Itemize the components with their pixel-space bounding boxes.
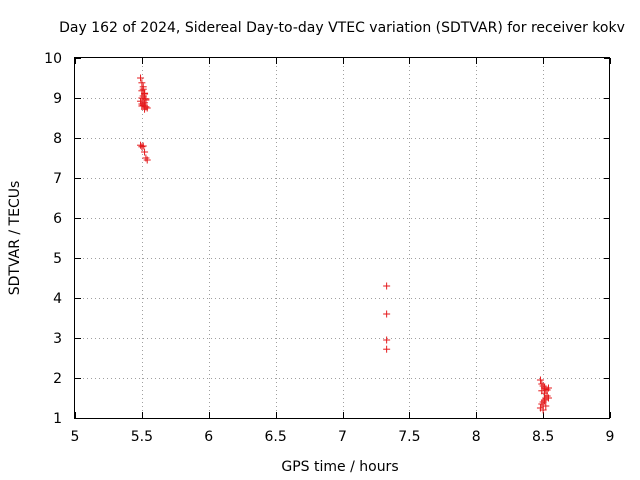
y-tick-label: 3 — [53, 331, 62, 347]
data-point-marker — [539, 406, 547, 414]
y-tick-label: 10 — [44, 51, 62, 67]
x-tick-label: 6 — [204, 429, 213, 445]
plot-area-frame — [74, 57, 610, 419]
data-point-marker — [137, 74, 145, 82]
data-point-marker — [138, 102, 146, 110]
data-point-marker — [538, 387, 546, 395]
data-point-marker — [141, 90, 149, 98]
data-point-marker — [142, 96, 150, 104]
data-point-marker — [138, 79, 146, 87]
y-tick-label: 9 — [53, 91, 62, 107]
x-axis-label: GPS time / hours — [281, 459, 398, 475]
data-point-marker — [141, 148, 149, 156]
y-tick-label: 8 — [53, 131, 62, 147]
data-point-marker — [544, 394, 552, 402]
data-point-marker — [138, 143, 146, 151]
data-point-marker — [139, 142, 147, 150]
x-tick-label: 5 — [71, 429, 80, 445]
y-tick-label: 2 — [53, 371, 62, 387]
y-tick-label: 5 — [53, 251, 62, 267]
y-tick-label: 7 — [53, 171, 62, 187]
data-points — [137, 74, 552, 414]
data-point-marker — [544, 384, 552, 392]
y-tick-label: 4 — [53, 291, 62, 307]
data-point-marker — [383, 336, 391, 344]
data-point-marker — [536, 376, 544, 384]
chart-title: Day 162 of 2024, Sidereal Day-to-day VTE… — [59, 20, 625, 36]
y-tick-label: 1 — [53, 411, 62, 427]
y-axis-label: SDTVAR / TECUs — [7, 181, 23, 296]
x-tick-label: 8 — [472, 429, 481, 445]
data-point-marker — [383, 345, 391, 353]
axis-ticks: 5 5.5 6 6.5 7 7.5 8 8.5 9 1 2 3 4 5 6 7 8 9 10 — [44, 51, 614, 445]
x-tick-label: 9 — [606, 429, 615, 445]
x-tick-label: 6.5 — [264, 429, 286, 445]
data-point-marker — [143, 156, 151, 164]
y-tick-label: 6 — [53, 211, 62, 227]
x-tick-label: 7 — [338, 429, 347, 445]
data-point-marker — [542, 402, 550, 410]
data-point-marker — [538, 400, 546, 408]
grid-lines — [75, 58, 610, 418]
x-tick-label: 7.5 — [398, 429, 420, 445]
x-tick-label: 5.5 — [131, 429, 153, 445]
data-point-marker — [383, 282, 391, 290]
x-tick-label: 8.5 — [532, 429, 554, 445]
data-point-marker — [139, 85, 147, 93]
data-point-marker — [138, 94, 146, 102]
data-point-marker — [383, 310, 391, 318]
